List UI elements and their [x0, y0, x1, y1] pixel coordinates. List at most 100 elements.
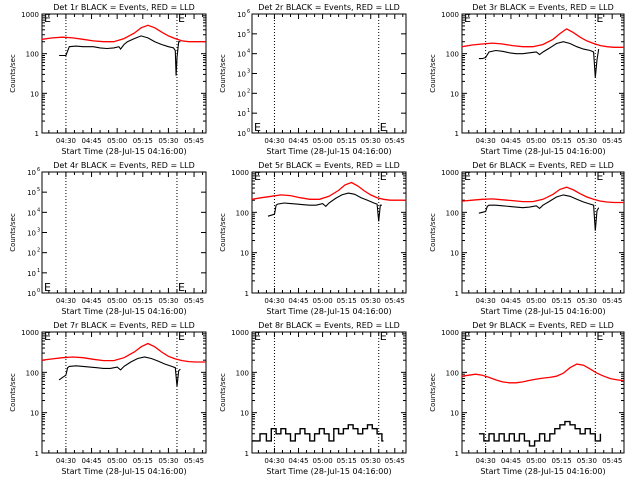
y-tick-label: 10	[27, 250, 36, 258]
x-tick-label: 05:30	[361, 297, 381, 305]
x-tick-label: 05:30	[577, 137, 597, 145]
event-marker-label: E	[44, 330, 51, 343]
y-axis-label: Counts/sec	[429, 213, 437, 252]
x-axis-label: Start Time (28-Jul-15 04:16:00)	[480, 307, 605, 316]
y-axis-label: Counts/sec	[9, 373, 17, 412]
plot-frame	[251, 13, 407, 134]
lld-series-line	[252, 181, 406, 201]
events-series-line	[58, 356, 181, 387]
y-tick-exponent: 4	[37, 207, 40, 213]
x-tick-label: 05:00	[526, 297, 546, 305]
plot-frame	[41, 331, 207, 454]
x-tick-label: 05:15	[551, 137, 571, 145]
y-axis-label: Counts/sec	[429, 373, 437, 412]
panel-det-7r: Det 7r BLACK = Events, RED = LLD Start Ti…	[9, 321, 207, 476]
event-marker-label: E	[254, 121, 261, 134]
x-tick-label: 05:45	[385, 457, 405, 465]
x-tick-label: 05:15	[337, 297, 357, 305]
x-tick-label: 05:45	[602, 137, 622, 145]
y-tick-exponent: 5	[247, 29, 250, 35]
panel-title: Det 8r BLACK = Events, RED = LLD	[258, 321, 400, 330]
x-tick-label: 04:30	[56, 297, 76, 305]
y-tick-label: 1	[455, 290, 459, 298]
y-tick-label: 1	[245, 290, 249, 298]
x-tick-label: 05:30	[361, 457, 381, 465]
x-tick-label: 05:15	[133, 297, 153, 305]
x-tick-label: 05:45	[184, 137, 204, 145]
panel-title: Det 4r BLACK = Events, RED = LLD	[53, 161, 195, 170]
panel-det-4r: Det 4r BLACK = Events, RED = LLD Start Ti…	[9, 161, 207, 316]
y-tick-label: 1000	[21, 329, 39, 337]
event-marker-label: E	[44, 281, 51, 294]
y-tick-label: 100	[236, 369, 249, 377]
panel-det-8r: Det 8r BLACK = Events, RED = LLD Start Ti…	[219, 321, 407, 476]
y-tick-exponent: 6	[247, 9, 250, 15]
y-tick-label: 1000	[231, 169, 249, 177]
event-marker-label: E	[596, 170, 603, 183]
y-tick-label: 1000	[231, 329, 249, 337]
x-tick-label: 04:30	[56, 137, 76, 145]
y-tick-exponent: 1	[247, 108, 250, 114]
y-tick-exponent: 0	[37, 288, 40, 294]
plot-frame	[41, 13, 207, 134]
y-tick-label: 10	[27, 169, 36, 177]
events-series-line	[478, 41, 600, 78]
x-tick-label: 05:00	[107, 137, 127, 145]
x-tick-label: 05:15	[551, 457, 571, 465]
y-tick-label: 1000	[21, 11, 39, 19]
y-tick-label: 10	[27, 189, 36, 197]
x-axis-label: Start Time (28-Jul-15 04:16:00)	[61, 147, 186, 156]
y-tick-label: 10	[27, 270, 36, 278]
x-tick-label: 04:30	[264, 297, 284, 305]
y-tick-exponent: 2	[37, 248, 40, 254]
x-tick-label: 05:30	[361, 137, 381, 145]
event-marker-label: E	[596, 12, 603, 25]
x-tick-label: 05:00	[312, 137, 332, 145]
y-tick-label: 10	[240, 250, 249, 258]
x-tick-label: 04:45	[288, 137, 308, 145]
event-marker-label: E	[178, 12, 185, 25]
event-marker-label: E	[254, 330, 261, 343]
x-tick-label: 05:30	[158, 297, 178, 305]
y-tick-label: 100	[446, 209, 459, 217]
y-axis-label: Counts/sec	[219, 54, 227, 93]
panel-title: Det 2r BLACK = Events, RED = LLD	[258, 3, 400, 12]
x-tick-label: 05:00	[312, 457, 332, 465]
y-tick-label: 1000	[441, 329, 459, 337]
y-tick-label: 1	[455, 450, 459, 458]
y-axis-label: Counts/sec	[219, 373, 227, 412]
x-axis-label: Start Time (28-Jul-15 04:16:00)	[266, 307, 391, 316]
x-tick-label: 04:45	[288, 457, 308, 465]
event-marker-label: E	[464, 12, 471, 25]
x-tick-label: 05:45	[602, 457, 622, 465]
x-tick-label: 04:30	[56, 457, 76, 465]
x-axis-label: Start Time (28-Jul-15 04:16:00)	[480, 147, 605, 156]
y-tick-exponent: 0	[247, 128, 250, 134]
x-tick-label: 05:15	[133, 457, 153, 465]
x-tick-label: 05:15	[337, 137, 357, 145]
plot-frame	[251, 171, 407, 294]
y-tick-label: 10	[237, 110, 246, 118]
y-tick-exponent: 4	[247, 49, 250, 55]
event-marker-label: E	[380, 330, 387, 343]
y-tick-label: 100	[236, 209, 249, 217]
x-tick-label: 04:30	[476, 297, 496, 305]
y-tick-label: 1000	[441, 169, 459, 177]
x-tick-label: 04:45	[501, 297, 521, 305]
panel-title: Det 3r BLACK = Events, RED = LLD	[472, 3, 614, 12]
x-tick-label: 05:15	[551, 297, 571, 305]
event-marker-label: E	[44, 12, 51, 25]
events-series-line	[478, 194, 600, 231]
panel-det-1r: Det 1r BLACK = Events, RED = LLD Start Ti…	[9, 3, 207, 156]
y-tick-label: 10	[27, 290, 36, 298]
y-tick-label: 100	[26, 51, 39, 59]
x-tick-label: 05:30	[158, 457, 178, 465]
y-tick-label: 100	[446, 51, 459, 59]
y-tick-label: 1000	[441, 11, 459, 19]
panel-det-5r: Det 5r BLACK = Events, RED = LLD Start Ti…	[219, 161, 407, 316]
y-tick-label: 10	[237, 11, 246, 19]
event-marker-label: E	[380, 121, 387, 134]
panel-det-3r: Det 3r BLACK = Events, RED = LLD Start Ti…	[429, 3, 625, 156]
x-tick-label: 04:45	[501, 457, 521, 465]
y-tick-label: 100	[446, 369, 459, 377]
